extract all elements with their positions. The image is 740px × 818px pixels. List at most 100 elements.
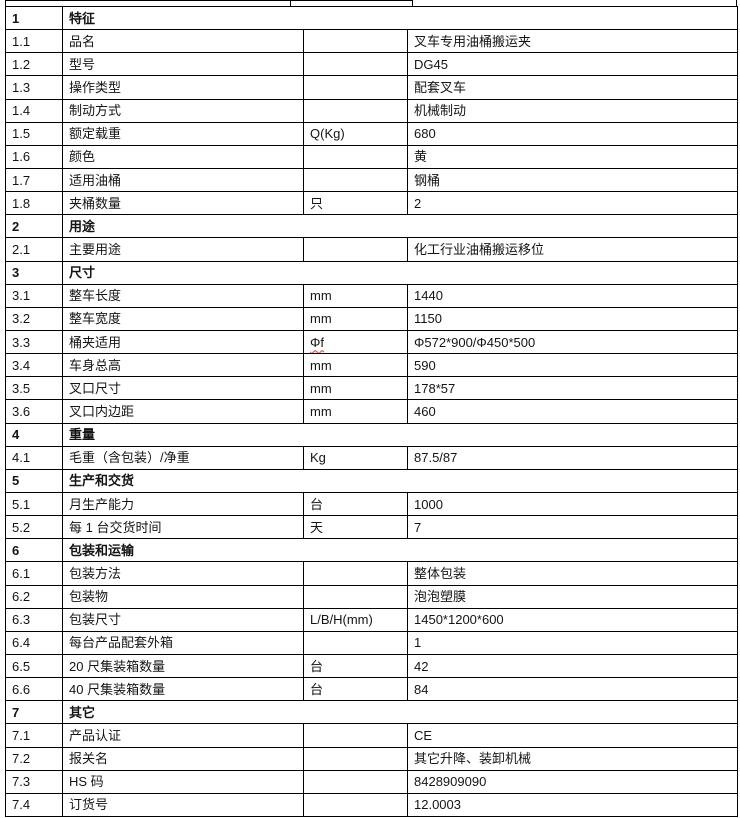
table-row: 3.4 车身总高 mm 590 <box>5 353 739 378</box>
unit-text: L/B/H(mm) <box>310 612 373 628</box>
cut-row-divider-2 <box>412 0 413 6</box>
spec-value-cell: 12.0003 <box>406 792 739 818</box>
row-number-cell: 2.1 <box>5 237 63 262</box>
unit-text: Kg <box>310 450 326 466</box>
unit-text: 台 <box>310 496 324 512</box>
row-number-cell: 7.1 <box>5 723 63 748</box>
row-number-cell: 1.4 <box>5 98 63 123</box>
table-row: 3.2 整车宽度 mm 1150 <box>5 306 739 331</box>
spec-unit-cell <box>303 167 408 193</box>
section-title-cell: 生产和交货 <box>61 468 739 493</box>
unit-text: mm <box>310 311 332 327</box>
spec-table: 1 特征 1.1 品名 叉车专用油桶搬运夹 1.2 型号 DG45 1.3 操作类型 配套叉车 1.4… <box>5 5 739 818</box>
section-row: 3 尺寸 <box>5 260 739 285</box>
table-row: 6.6 40 尺集装箱数量台 84 <box>5 677 739 702</box>
spec-unit-cell <box>303 561 408 586</box>
spec-label-cell: 操作类型 <box>62 75 304 100</box>
spec-unit-cell <box>303 630 408 655</box>
row-number-cell: 7.3 <box>5 769 63 794</box>
row-number-cell: 4 <box>5 422 63 447</box>
cut-row-top-border <box>5 0 412 1</box>
table-row: 1.1 品名 叉车专用油桶搬运夹 <box>5 29 739 54</box>
row-number-cell: 7.4 <box>5 792 63 818</box>
spec-unit-cell <box>303 237 408 262</box>
table-row: 1.3 操作类型 配套叉车 <box>5 75 739 100</box>
table-row: 6.1 包装方法 整体包装 <box>5 561 739 586</box>
spec-label-cell: 叉口尺寸 <box>62 376 304 401</box>
table-row: 3.3 桶夹适用 Φf Φ572*900/Φ450*500 <box>5 329 739 355</box>
spec-value-cell: 泡泡塑膜 <box>406 584 739 609</box>
row-number-cell: 3.3 <box>5 329 63 355</box>
spec-value-cell: 590 <box>406 353 739 378</box>
spec-label-cell: 叉口内边距 <box>62 399 304 424</box>
row-number-cell: 1 <box>5 5 63 31</box>
row-number-cell: 6.2 <box>5 584 63 609</box>
spec-label-cell: 夹桶数量 <box>62 191 304 216</box>
row-number-cell: 6.4 <box>5 630 63 655</box>
unit-text: mm <box>310 403 332 419</box>
table-row: 6.5 20 尺集装箱数量台 42 <box>5 653 739 679</box>
spec-value-cell: 整体包装 <box>406 561 739 586</box>
spec-value-cell: 黄 <box>406 144 739 169</box>
table-row: 7.2 报关名 其它升降、装卸机械 <box>5 746 739 771</box>
spec-unit-cell: 台 <box>303 653 408 679</box>
section-row: 1 特征 <box>5 5 739 31</box>
row-number-cell: 1.5 <box>5 121 63 146</box>
row-number-cell: 2 <box>5 214 63 239</box>
unit-text: Φf <box>310 334 324 350</box>
spec-value-cell: 460 <box>406 399 739 424</box>
table-row: 1.7 适用油桶 钢桶 <box>5 167 739 193</box>
row-number-cell: 6.5 <box>5 653 63 679</box>
cut-row-divider-1 <box>290 0 291 6</box>
spec-unit-cell: mm <box>303 306 408 331</box>
spec-label-cell: 订货号 <box>62 792 304 818</box>
spec-value-cell: 2 <box>406 191 739 216</box>
unit-text: 只 <box>310 195 324 211</box>
spec-label-cell: 整车宽度 <box>62 306 304 331</box>
table-row: 5.1 月生产能力台 1000 <box>5 491 739 517</box>
table-row: 6.3 包装尺寸 L/B/H(mm) 1450*1200*600 <box>5 607 739 632</box>
table-row: 1.4 制动方式 机械制动 <box>5 98 739 123</box>
spec-unit-cell: 台 <box>303 677 408 702</box>
row-number-cell: 1.2 <box>5 52 63 77</box>
spec-label-cell: 主要用途 <box>62 237 304 262</box>
spec-value-cell: 42 <box>406 653 739 679</box>
row-number-cell: 1.8 <box>5 191 63 216</box>
spec-value-cell: 1150 <box>406 306 739 331</box>
spec-unit-cell: Φf <box>303 329 408 355</box>
unit-text: mm <box>310 288 332 304</box>
section-row: 7 其它 <box>5 700 739 725</box>
cut-row-left-border <box>5 0 6 6</box>
unit-text: 天 <box>310 519 324 535</box>
section-title-cell: 用途 <box>61 214 739 239</box>
row-number-cell: 3.2 <box>5 306 63 331</box>
row-number-cell: 1.1 <box>5 29 63 54</box>
spec-unit-cell: 台 <box>303 491 408 517</box>
spec-label-cell: 包装方法 <box>62 561 304 586</box>
unit-text: Q(Kg) <box>310 126 345 142</box>
spec-value-cell: 机械制动 <box>406 98 739 123</box>
spec-table-rows: 1 特征 1.1 品名 叉车专用油桶搬运夹 1.2 型号 DG45 1.3 操作类型 配套叉车 1.4… <box>5 5 739 818</box>
section-title-cell: 尺寸 <box>61 260 739 285</box>
row-number-cell: 7.2 <box>5 746 63 771</box>
spec-unit-cell <box>303 792 408 818</box>
spec-label-cell: 制动方式 <box>62 98 304 123</box>
spec-label-cell: HS 码 <box>62 769 304 794</box>
row-number-cell: 3.5 <box>5 376 63 401</box>
spec-unit-cell: L/B/H(mm) <box>303 607 408 632</box>
row-number-cell: 3.1 <box>5 283 63 308</box>
unit-text: mm <box>310 357 332 373</box>
spec-label-cell: 报关名 <box>62 746 304 771</box>
table-row: 1.6 颜色 黄 <box>5 144 739 169</box>
row-number-cell: 6 <box>5 538 63 563</box>
table-row: 1.2 型号 DG45 <box>5 52 739 77</box>
table-row: 2.1 主要用途 化工行业油桶搬运移位 <box>5 237 739 262</box>
spec-unit-cell <box>303 746 408 771</box>
spec-unit-cell: mm <box>303 376 408 401</box>
spec-label-cell: 品名 <box>62 29 304 54</box>
spec-value-cell: 8428909090 <box>406 769 739 794</box>
spec-value-cell: 1440 <box>406 283 739 308</box>
spec-unit-cell <box>303 144 408 169</box>
row-number-cell: 1.6 <box>5 144 63 169</box>
table-row: 1.8 夹桶数量只 2 <box>5 191 739 216</box>
